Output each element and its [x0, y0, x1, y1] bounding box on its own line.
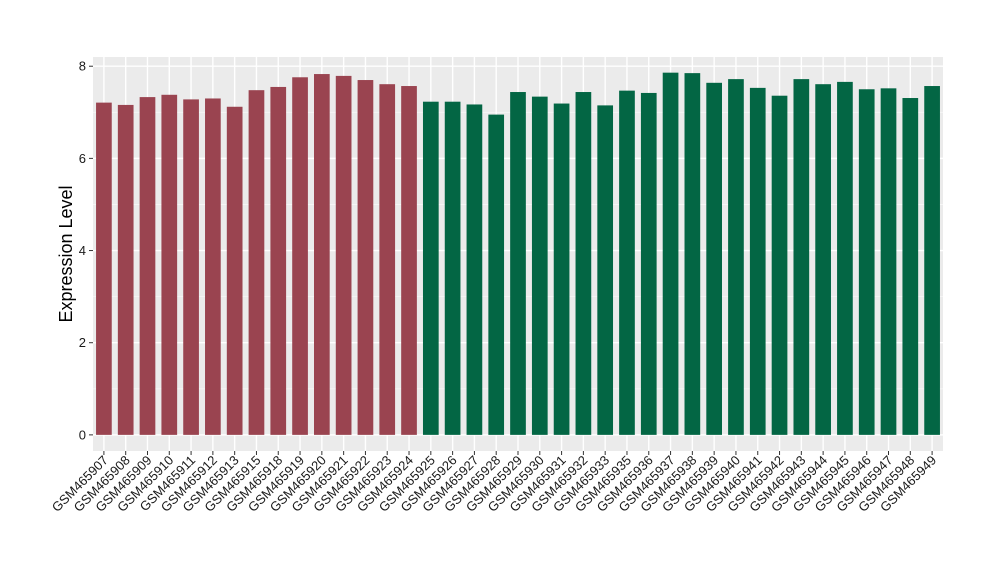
bar-GSM465926: [444, 101, 461, 435]
bar-GSM465915: [248, 90, 265, 435]
bar-GSM465912: [205, 98, 221, 435]
bar-GSM465927: [466, 104, 483, 435]
bars: [96, 72, 940, 435]
bar-GSM465920: [314, 74, 330, 435]
bar-GSM465910: [161, 94, 178, 435]
bar-GSM465930: [531, 96, 548, 435]
y-tick-label: 6: [79, 151, 86, 166]
bar-GSM465935: [619, 90, 635, 435]
bar-GSM465946: [858, 89, 875, 435]
bar-GSM465947: [880, 88, 897, 435]
y-axis-title: Expression Level: [56, 185, 76, 322]
bar-GSM465937: [662, 72, 679, 435]
bar-GSM465925: [422, 101, 439, 435]
bar-GSM465944: [815, 84, 831, 435]
bar-GSM465913: [226, 106, 243, 435]
bar-GSM465932: [575, 92, 592, 435]
bar-GSM465942: [771, 95, 788, 435]
bar-GSM465928: [488, 114, 505, 435]
bar-GSM465939: [706, 82, 722, 435]
x-axis: GSM465907GSM465908GSM465909GSM465910GSM4…: [49, 451, 939, 515]
bar-GSM465936: [640, 92, 657, 435]
bar-GSM465931: [553, 103, 570, 435]
bar-GSM465941: [749, 87, 766, 435]
bar-GSM465909: [139, 97, 156, 435]
bar-GSM465922: [357, 80, 374, 435]
bar-GSM465933: [597, 105, 614, 435]
bar-GSM465929: [510, 92, 526, 435]
y-axis: 0 2 4 6 8: [79, 59, 93, 442]
bar-GSM465948: [902, 98, 919, 435]
bar-GSM465907: [96, 102, 112, 435]
bar-GSM465938: [684, 73, 701, 435]
bar-GSM465923: [379, 84, 396, 435]
bar-GSM465949: [924, 86, 940, 435]
y-tick-label: 2: [79, 335, 86, 350]
bar-GSM465921: [335, 75, 352, 435]
bar-GSM465911: [183, 99, 199, 435]
y-tick-label: 0: [79, 427, 86, 442]
bar-GSM465908: [117, 104, 134, 435]
bar-GSM465945: [837, 81, 853, 435]
y-tick-label: 4: [79, 243, 86, 258]
bar-GSM465919: [292, 77, 308, 435]
bar-GSM465940: [728, 79, 744, 435]
y-tick-label: 8: [79, 59, 86, 74]
bar-GSM465924: [401, 86, 417, 435]
bar-GSM465918: [270, 86, 287, 435]
bar-GSM465943: [793, 79, 810, 435]
